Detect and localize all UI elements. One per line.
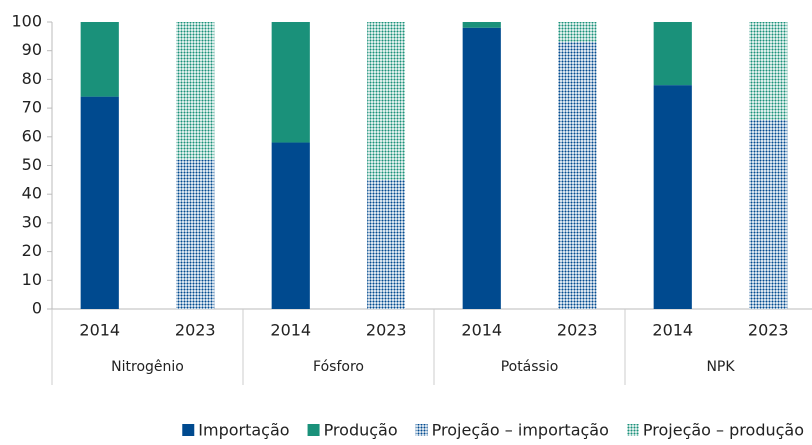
legend-swatch [182,424,195,436]
x-tick-label: 2023 [557,321,598,340]
y-tick-label: 90 [22,40,42,59]
bar [558,22,597,43]
bar [653,85,692,309]
legend-label: Projeção – produção [643,421,804,440]
y-tick-label: 60 [22,126,42,145]
x-tick-label: 2014 [652,321,693,340]
y-tick-label: 30 [22,212,42,231]
y-tick-label: 40 [22,184,42,203]
group-label: Potássio [501,359,559,375]
bar [271,142,310,309]
bar [367,179,406,309]
x-tick-label: 2014 [461,321,502,340]
y-tick-label: 10 [22,270,42,289]
group-label: Fósforo [313,359,364,375]
bar [462,27,501,310]
bar [653,22,692,86]
group-label: Nitrogênio [111,359,184,375]
x-tick-label: 2023 [175,321,216,340]
x-tick-label: 2014 [79,321,120,340]
x-tick-label: 2023 [366,321,407,340]
bar [271,22,310,143]
y-tick-label: 50 [22,155,42,174]
y-tick-label: 20 [22,241,42,260]
legend-swatch [415,424,428,436]
x-tick-label: 2023 [748,321,789,340]
bar [462,22,501,28]
bar [749,22,788,120]
x-tick-label: 2014 [270,321,311,340]
legend-label: Importação [198,421,289,440]
legend-swatch [626,424,639,436]
legend-label: Produção [324,421,398,440]
group-label: NPK [706,359,735,375]
bar [80,22,119,97]
y-tick-label: 0 [32,299,42,318]
bar [176,159,215,309]
bar [367,22,406,180]
legend-swatch [307,424,320,436]
bar [80,96,119,310]
bar [558,42,597,310]
bar [749,119,788,309]
y-tick-label: 80 [22,69,42,88]
y-tick-label: 70 [22,98,42,117]
bar [176,22,215,160]
legend-label: Projeção – importação [432,421,609,440]
y-tick-label: 100 [11,12,42,31]
